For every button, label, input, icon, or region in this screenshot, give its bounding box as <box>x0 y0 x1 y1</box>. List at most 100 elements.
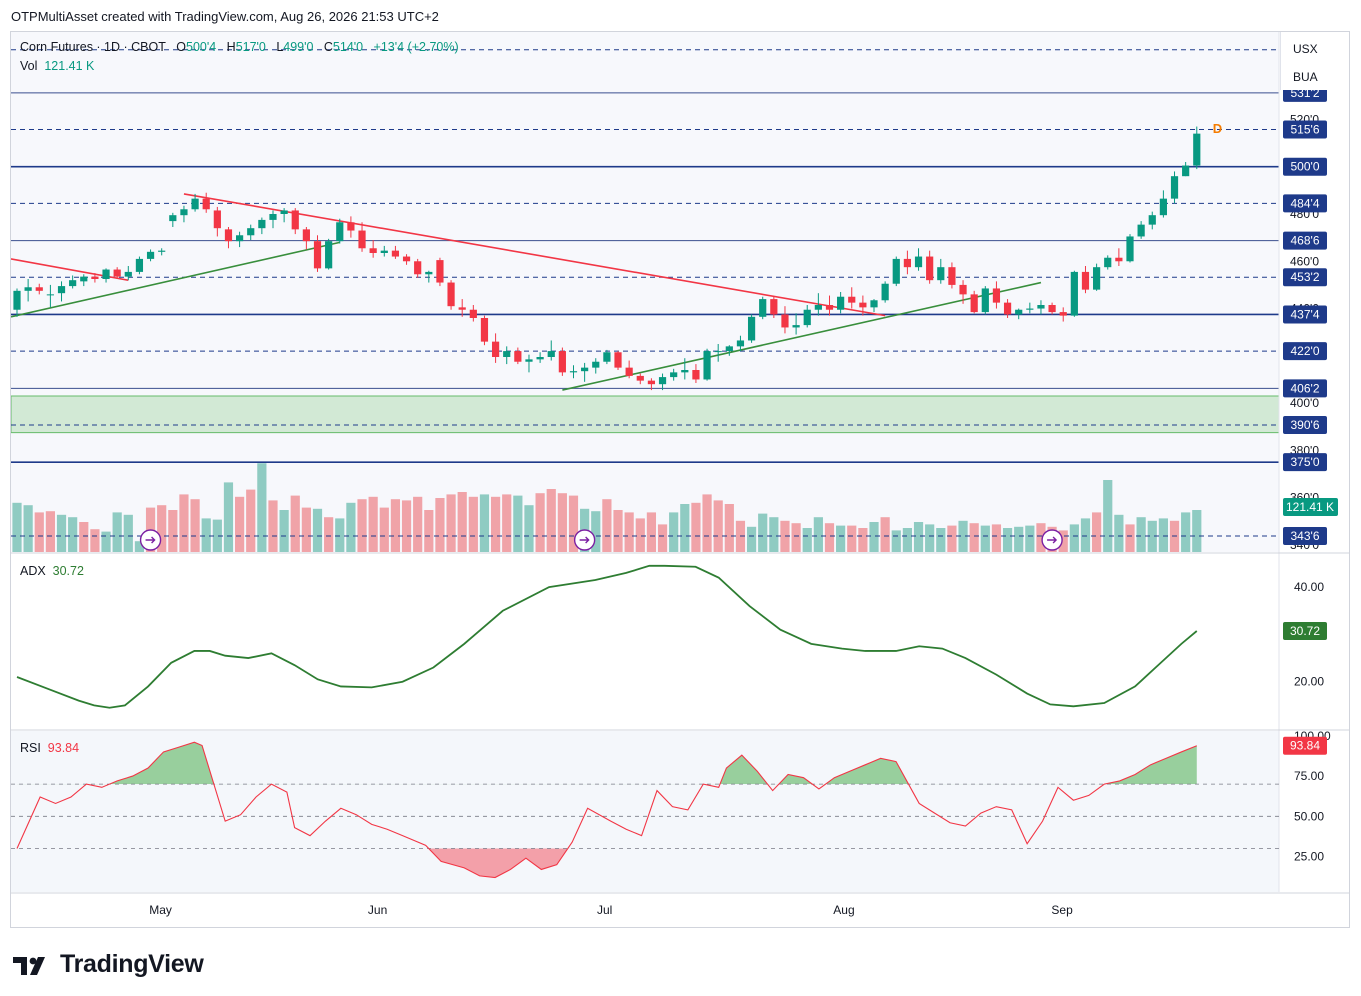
candle-body <box>247 228 255 236</box>
candle-body <box>681 370 689 373</box>
level-price-tag: 422'0 <box>1283 342 1327 361</box>
volume-bar <box>869 522 879 552</box>
candle-body <box>358 230 366 249</box>
volume-bar <box>424 510 434 552</box>
candle-body <box>536 357 544 360</box>
candle-body <box>380 250 388 253</box>
candle <box>458 299 466 317</box>
volume-bar <box>680 504 690 552</box>
candle <box>514 347 522 365</box>
candle <box>770 296 778 318</box>
volume-bar <box>535 493 545 552</box>
volume-bar <box>68 517 78 552</box>
volume-bar <box>624 512 634 552</box>
volume-bar <box>602 499 612 552</box>
volume-bar <box>56 514 67 552</box>
event-marker-arrow <box>1047 536 1058 544</box>
adx-tick-label: 40.00 <box>1294 580 1324 594</box>
volume-bar <box>1103 480 1113 552</box>
candle <box>558 347 566 376</box>
usx-button[interactable]: USX <box>1293 42 1318 56</box>
volume-bar <box>724 504 734 552</box>
candle <box>258 217 266 235</box>
candle-body <box>1015 309 1023 315</box>
candle-body <box>391 250 400 257</box>
volume-bar <box>780 520 790 552</box>
candle <box>124 266 132 281</box>
candle <box>224 227 233 249</box>
candle <box>358 222 366 252</box>
candle <box>714 344 722 362</box>
candle-body <box>837 296 845 310</box>
volume-value: 121.41 K <box>44 59 95 73</box>
bua-button[interactable]: BUA <box>1293 70 1318 84</box>
candle-body <box>1193 133 1201 166</box>
candle <box>391 245 400 259</box>
candle <box>191 193 199 212</box>
volume-bar <box>980 525 990 552</box>
rsi-oversold-fill <box>428 848 568 878</box>
level-price-tag-label: 453'2 <box>1291 270 1320 284</box>
volume-bar <box>824 523 835 552</box>
candle <box>1104 255 1112 270</box>
candle-body <box>414 261 422 275</box>
candle-body <box>113 269 121 277</box>
level-price-tag-bg <box>1283 120 1327 139</box>
candle <box>347 216 355 238</box>
level-price-tag-bg <box>1283 342 1327 361</box>
volume-bar <box>847 525 857 552</box>
volume-bar <box>490 496 501 552</box>
volume-label: Vol <box>20 59 38 73</box>
volume-bar <box>502 494 512 552</box>
volume-bar <box>691 502 701 552</box>
candle-body <box>402 256 411 262</box>
candle-body <box>926 256 934 281</box>
candle <box>414 258 422 278</box>
candle <box>491 333 500 363</box>
volume-bar <box>1181 512 1191 552</box>
event-marker-icon <box>1041 529 1063 551</box>
candle-body <box>24 287 32 291</box>
volume-bar <box>913 522 924 552</box>
candle-body <box>692 370 700 380</box>
volume-bar <box>134 541 145 552</box>
candle-body <box>213 210 221 229</box>
candle-body <box>547 351 555 357</box>
candle-body <box>180 209 188 216</box>
candle-body <box>224 229 233 242</box>
candle-body <box>514 351 522 362</box>
candle <box>1137 221 1145 239</box>
candle <box>670 368 678 381</box>
volume-bar <box>357 499 367 552</box>
volume-bar <box>591 511 601 552</box>
chart-credit: OTPMultiAsset created with TradingView.c… <box>11 9 439 24</box>
candle-body <box>848 296 856 303</box>
candle <box>280 208 288 223</box>
adx-legend: ADX 30.72 <box>20 564 84 578</box>
candle-body <box>814 305 822 310</box>
candle-body <box>1182 165 1190 177</box>
candle <box>647 378 656 391</box>
volume-bar <box>446 494 456 552</box>
volume-bar <box>157 505 167 552</box>
level-price-tag-bg <box>1283 194 1327 213</box>
volume-bar <box>390 499 401 552</box>
volume-bar <box>858 528 868 552</box>
candle-body <box>480 318 489 342</box>
volume-bar <box>1036 523 1046 552</box>
volume-bar <box>290 495 300 552</box>
candle <box>636 373 644 385</box>
candle <box>603 349 611 365</box>
candle-body <box>781 314 789 328</box>
volume-bar <box>223 482 234 552</box>
candle-body <box>202 198 210 210</box>
candle-body <box>269 214 277 220</box>
event-marker-arrow <box>145 536 156 544</box>
brand[interactable]: TradingView <box>13 950 204 979</box>
open-label: O <box>176 40 187 54</box>
price-chart[interactable]: D540'0520'0500'0480'0460'0440'0420'0400'… <box>11 32 1349 927</box>
candle <box>1003 299 1012 318</box>
candle-body <box>881 283 889 301</box>
candle-body <box>458 307 466 310</box>
volume-bar <box>646 512 657 552</box>
